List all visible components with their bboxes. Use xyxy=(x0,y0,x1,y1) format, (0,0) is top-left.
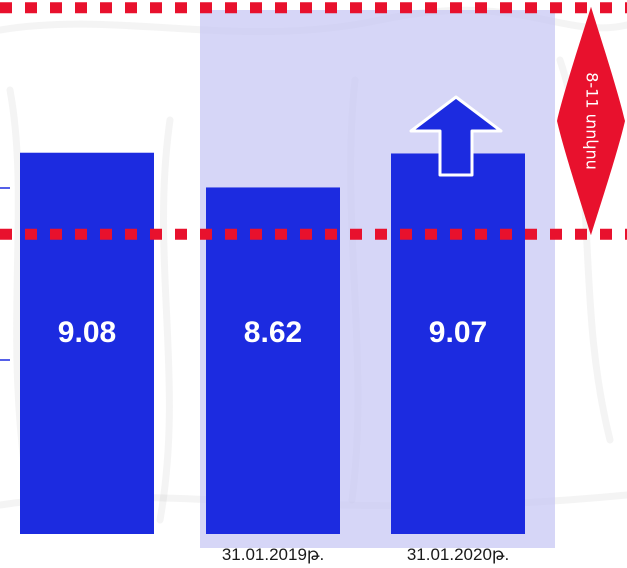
left-axis-ticks xyxy=(0,187,10,361)
background-stroke-3 xyxy=(156,116,174,524)
category-label-2: 31.01.2020թ. xyxy=(407,545,509,564)
background-stroke-1 xyxy=(6,86,29,474)
value-label-0: 9.08 xyxy=(58,316,116,349)
up-arrow-icon xyxy=(409,95,503,177)
bar-0 xyxy=(20,152,154,534)
bar-2 xyxy=(391,153,525,535)
value-label-1: 8.62 xyxy=(244,316,302,349)
target-band-diamond xyxy=(557,6,625,236)
value-label-2: 9.07 xyxy=(429,316,487,349)
reference-lines xyxy=(0,2,627,240)
category-label-1: 31.01.2019թ. xyxy=(222,545,324,564)
bars-layer xyxy=(20,152,525,535)
annotations: 8-11 տոկոս xyxy=(409,6,625,236)
target-band-label: 8-11 տոկոս xyxy=(583,72,602,170)
labels-layer: 9.08 8.62 9.07 31.01.2019թ. 31.01.2020թ. xyxy=(58,316,509,564)
bar-1 xyxy=(206,187,340,534)
